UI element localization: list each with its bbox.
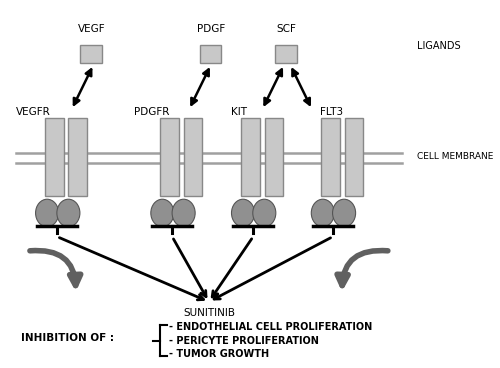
Ellipse shape: [172, 199, 195, 227]
Bar: [160, 118, 179, 196]
Text: VEGFR: VEGFR: [16, 107, 51, 117]
FancyArrowPatch shape: [337, 251, 388, 286]
Text: VEGF: VEGF: [78, 24, 105, 33]
Ellipse shape: [151, 199, 174, 227]
Bar: [200, 45, 222, 63]
Ellipse shape: [253, 199, 276, 227]
Text: - ENDOTHELIAL CELL PROLIFERATION: - ENDOTHELIAL CELL PROLIFERATION: [169, 322, 372, 332]
Bar: [321, 118, 340, 196]
Text: PDGFR: PDGFR: [134, 107, 169, 117]
Bar: [68, 118, 87, 196]
Bar: [276, 45, 296, 63]
Text: LIGANDS: LIGANDS: [417, 41, 461, 51]
Bar: [264, 118, 283, 196]
Text: SUNITINIB: SUNITINIB: [183, 308, 235, 318]
Text: - PERICYTE PROLIFERATION: - PERICYTE PROLIFERATION: [169, 336, 319, 346]
Ellipse shape: [332, 199, 355, 227]
Bar: [80, 45, 102, 63]
Text: INHIBITION OF :: INHIBITION OF :: [20, 333, 114, 343]
Ellipse shape: [36, 199, 59, 227]
Text: FLT3: FLT3: [320, 107, 343, 117]
Ellipse shape: [232, 199, 254, 227]
Bar: [184, 118, 202, 196]
FancyArrowPatch shape: [30, 251, 80, 286]
Text: PDGF: PDGF: [197, 24, 225, 33]
Bar: [45, 118, 64, 196]
Text: - TUMOR GROWTH: - TUMOR GROWTH: [169, 349, 269, 359]
Ellipse shape: [57, 199, 80, 227]
Text: CELL MEMBRANE: CELL MEMBRANE: [417, 152, 494, 161]
Bar: [344, 118, 363, 196]
Ellipse shape: [312, 199, 334, 227]
Text: KIT: KIT: [231, 107, 247, 117]
Bar: [242, 118, 260, 196]
Text: SCF: SCF: [276, 24, 296, 33]
